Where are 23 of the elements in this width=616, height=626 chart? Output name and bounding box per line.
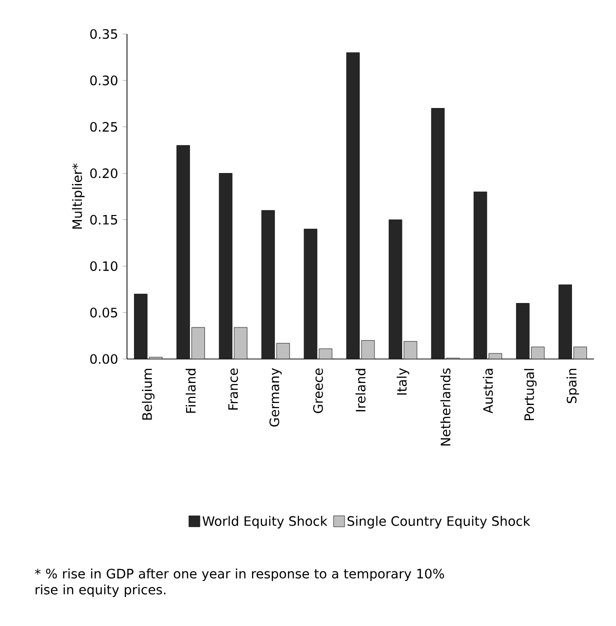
x-tick-label: Netherlands [440, 368, 450, 446]
y-tick-label: 0.30 [90, 76, 118, 86]
x-tick-label: Portugal [524, 368, 537, 420]
x-tick-label: Belgium [142, 368, 154, 420]
y-tick-label: 0.10 [90, 261, 118, 272]
x-tick-label: Greece [313, 368, 323, 414]
y-tick-label: 0.00 [90, 354, 118, 364]
y-tick-label: 0.35 [90, 29, 118, 39]
x-tick-label: Austria [482, 368, 493, 414]
y-tick-label: 0.25 [90, 122, 118, 132]
x-tick-label: Finland [186, 368, 196, 413]
legend-label: World Equity Shock [202, 516, 328, 528]
x-tick-label: France [228, 368, 238, 410]
x-tick-label: Ireland [355, 368, 366, 412]
y-tick-label: 0.15 [90, 214, 118, 225]
y-axis-title: Multiplier* [72, 163, 85, 229]
legend-label: Single Country Equity Shock [348, 516, 530, 528]
y-tick-label: 0.05 [90, 308, 118, 318]
x-tick-label: Italy [396, 368, 410, 395]
y-tick-label: 0.20 [90, 168, 118, 178]
text: * % rise in GDP after one year in response to a temporary 10% rise in equity prices. [34, 568, 444, 597]
x-tick-label: Germany [269, 368, 282, 427]
x-tick-label: Spain [566, 368, 580, 404]
